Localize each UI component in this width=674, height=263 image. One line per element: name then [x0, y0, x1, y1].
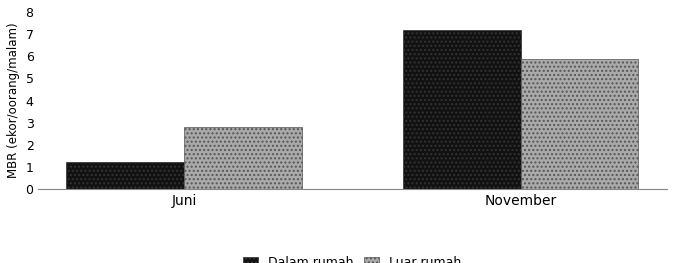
- Bar: [520, 58, 638, 189]
- Y-axis label: MBR (ekor/oorang/malam): MBR (ekor/oorang/malam): [7, 23, 20, 179]
- Bar: [184, 127, 302, 189]
- Legend: Dalam rumah, Luar rumah: Dalam rumah, Luar rumah: [240, 252, 465, 263]
- Bar: [403, 30, 520, 189]
- Bar: [66, 162, 184, 189]
